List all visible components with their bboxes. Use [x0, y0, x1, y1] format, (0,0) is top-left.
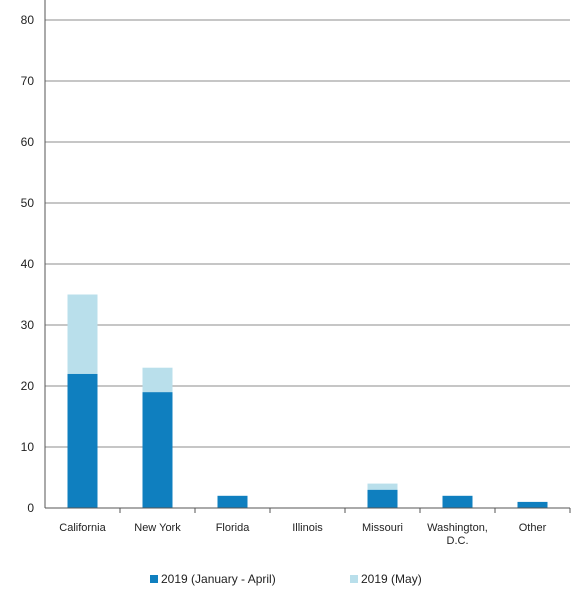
- legend: 2019 (January - April) 2019 (May): [150, 572, 422, 586]
- bar-jan-apr-1: [142, 392, 173, 508]
- y-tick-label: 80: [21, 13, 35, 27]
- bar-jan-apr-5: [442, 495, 473, 508]
- x-tick-label-line: D.C.: [447, 535, 469, 547]
- axes: [44, 0, 571, 513]
- x-tick-label-line: Other: [519, 522, 547, 534]
- y-tick-label: 30: [21, 318, 35, 332]
- legend-swatch-may: [350, 575, 358, 583]
- y-tick-labels: 0 10 20 30 40 50 60 70 80: [21, 13, 35, 515]
- x-tick-label: Washington, D.C.: [427, 522, 488, 547]
- x-tick-label-line: Florida: [216, 522, 251, 534]
- bar-jan-apr-4: [367, 489, 398, 508]
- bar-may-4: [367, 483, 398, 490]
- bar-jan-apr-2: [217, 495, 248, 508]
- x-tick-label-line: California: [59, 522, 106, 534]
- y-tick-label: 20: [21, 379, 35, 393]
- x-tick-label: Illinois: [292, 522, 323, 534]
- bar-may-0: [67, 294, 98, 374]
- y-tick-label: 60: [21, 135, 35, 149]
- y-tick-label: 10: [21, 440, 35, 454]
- legend-label-jan-apr: 2019 (January - April): [161, 572, 276, 586]
- x-tick-label: New York: [134, 522, 181, 534]
- bar-may-1: [142, 367, 173, 393]
- legend-label-may: 2019 (May): [361, 572, 422, 586]
- x-tick-label-line: Washington,: [427, 522, 488, 534]
- bar-jan-apr-6: [517, 501, 548, 508]
- bar-jan-apr-0: [67, 373, 98, 508]
- x-tick-label-line: New York: [134, 522, 181, 534]
- gridlines: [45, 19, 570, 448]
- y-tick-label: 50: [21, 196, 35, 210]
- x-tick-label-line: Illinois: [292, 522, 323, 534]
- x-tick-label: Other: [519, 522, 547, 534]
- y-tick-label: 70: [21, 74, 35, 88]
- legend-swatch-jan-apr: [150, 575, 158, 583]
- y-tick-label: 40: [21, 257, 35, 271]
- x-tick-label-line: Missouri: [362, 522, 403, 534]
- bars: [67, 294, 548, 508]
- x-tick-label: Missouri: [362, 522, 403, 534]
- x-tick-label: Florida: [216, 522, 251, 534]
- x-tick-label: California: [59, 522, 106, 534]
- y-tick-label: 0: [27, 501, 34, 515]
- x-tick-labels: California New York Florida Illinois Missour…: [59, 522, 546, 547]
